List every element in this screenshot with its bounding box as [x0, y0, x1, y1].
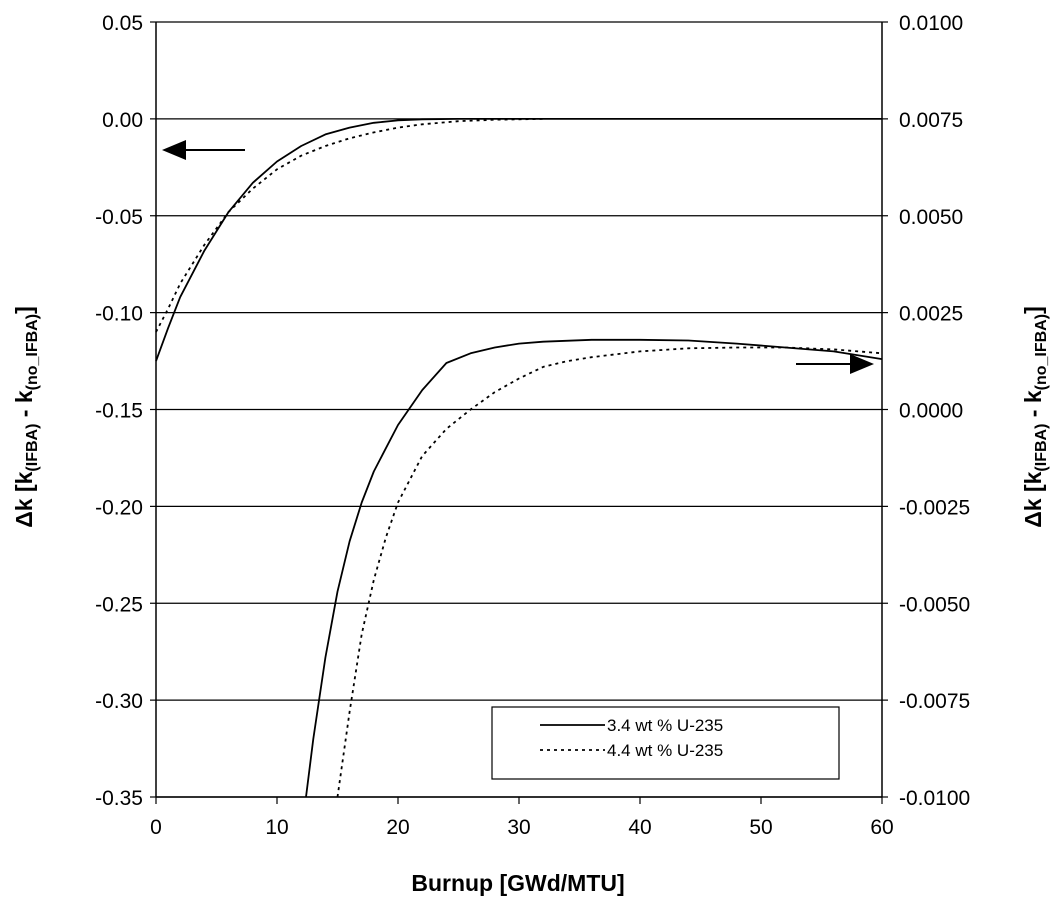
y-left-title-main: Δk [k — [11, 471, 37, 527]
series-line-4-dotted-right — [336, 346, 883, 798]
y-left-tick-label: -0.05 — [95, 206, 143, 229]
y-right-tick-label: 0.0075 — [899, 109, 963, 132]
x-tick-label: 20 — [386, 816, 409, 839]
y-left-tick-label: -0.30 — [95, 690, 143, 713]
y-right-tick-label: -0.0050 — [899, 593, 970, 616]
y-right-title-sub2: (no_IFBA) — [1033, 314, 1050, 390]
legend-label-series-2: 4.4 wt % U-235 — [607, 741, 723, 760]
y-right-title-sub1: (IFBA) — [1033, 424, 1050, 472]
y-right-tick-label: -0.0100 — [899, 787, 970, 810]
y-right-title-end: ] — [1020, 306, 1046, 314]
legend-box — [491, 706, 840, 780]
y-right-tick-label: -0.0075 — [899, 690, 970, 713]
left-axis-arrow — [162, 140, 245, 160]
y-right-tick-label: -0.0025 — [899, 496, 970, 519]
y-left-title-mid: - k — [11, 390, 37, 423]
y-axis-right-title: Δk [k(IFBA) - k(no_IFBA)] — [1020, 306, 1050, 528]
x-tick-label: 0 — [150, 816, 162, 839]
tick-labels: 0.05 0.00 -0.05 -0.10 -0.15 -0.20 -0.25 -0.30 -0… — [95, 12, 970, 839]
y-right-tick-label: 0.0025 — [899, 303, 963, 326]
y-left-tick-label: -0.25 — [95, 593, 143, 616]
y-left-tick-label: -0.20 — [95, 496, 143, 519]
y-left-title-end: ] — [11, 306, 37, 314]
gridlines — [156, 21, 882, 798]
x-tick-label: 30 — [507, 816, 530, 839]
x-tick-label: 50 — [749, 816, 772, 839]
y-left-title-sub2: (no_IFBA) — [24, 314, 41, 390]
series-line-2-dotted-left — [155, 118, 544, 333]
y-right-title-main: Δk [k — [1020, 471, 1046, 527]
y-left-title-sub1: (IFBA) — [24, 424, 41, 472]
series-lines — [155, 118, 883, 798]
y-left-tick-label: 0.00 — [102, 109, 143, 132]
axes — [150, 21, 888, 804]
y-right-title-mid: - k — [1020, 390, 1046, 423]
legend: 3.4 wt % U-235 4.4 wt % U-235 — [491, 706, 840, 780]
x-tick-label: 10 — [265, 816, 288, 839]
y-left-tick-label: 0.05 — [102, 12, 143, 35]
legend-label-series-1: 3.4 wt % U-235 — [607, 716, 723, 735]
x-axis-title: Burnup [GWd/MTU] — [411, 870, 624, 896]
series-line-3-solid-right — [305, 338, 883, 798]
x-tick-label: 40 — [628, 816, 651, 839]
y-right-tick-label: 0.0050 — [899, 206, 963, 229]
y-axis-left-title: Δk [k(IFBA) - k(no_IFBA)] — [11, 306, 41, 528]
right-axis-arrow — [796, 354, 874, 374]
y-right-tick-label: 0.0000 — [899, 400, 963, 423]
y-right-tick-label: 0.0100 — [899, 12, 963, 35]
y-left-tick-label: -0.35 — [95, 787, 143, 810]
x-tick-label: 60 — [870, 816, 893, 839]
y-left-tick-label: -0.10 — [95, 303, 143, 326]
y-left-tick-label: -0.15 — [95, 400, 143, 423]
series-line-1-solid-left — [155, 118, 882, 362]
